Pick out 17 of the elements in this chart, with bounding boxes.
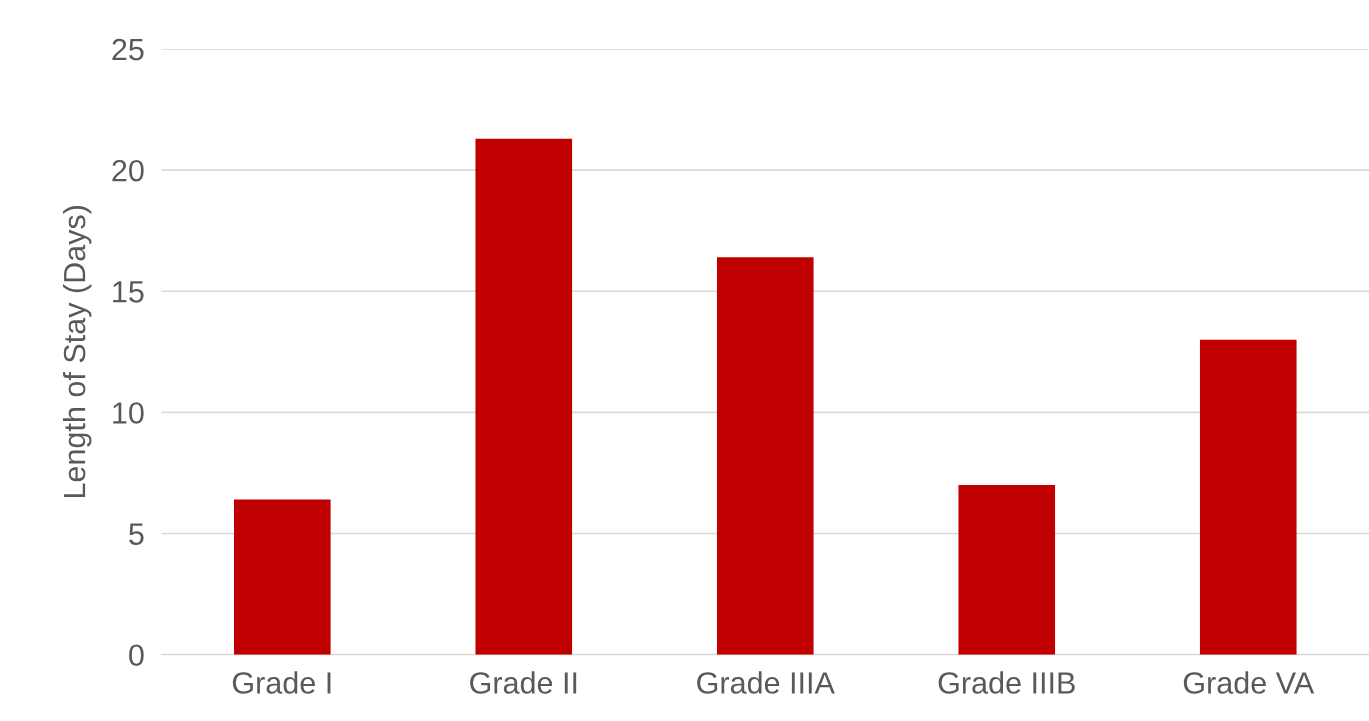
- x-tick-label: Grade IIIA: [697, 671, 835, 694]
- x-tick-label: Grade I: [232, 671, 331, 694]
- x-tick-label: Grade VA: [1183, 671, 1315, 694]
- bar: [1199, 339, 1297, 655]
- y-tick-label: 5: [129, 523, 144, 545]
- y-tick-label: 20: [112, 159, 144, 182]
- x-tick-label: Grade II: [470, 671, 577, 694]
- bar: [716, 257, 814, 655]
- x-tick-label: Grade IIIB: [938, 671, 1075, 694]
- bar: [958, 485, 1056, 655]
- y-axis-title: Length of Stay (Days): [62, 205, 92, 498]
- y-tick-label: 0: [129, 644, 144, 667]
- y-tick-label: 15: [113, 281, 144, 303]
- bar: [475, 138, 573, 655]
- bar: [233, 499, 331, 655]
- y-tick-label: 10: [113, 402, 144, 424]
- y-tick-label: 25: [112, 38, 144, 61]
